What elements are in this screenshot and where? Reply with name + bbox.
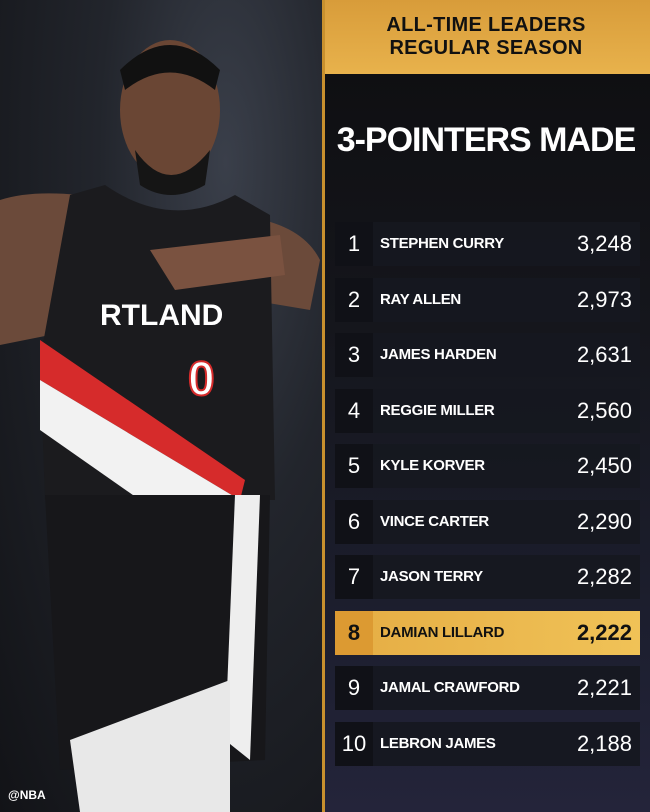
three-pointers-value: 2,282 (576, 564, 632, 589)
three-pointers-value: 3,248 (576, 231, 632, 256)
player-name: LEBRON JAMES (380, 734, 496, 752)
leader-row: 2 RAY ALLEN 2,973 (335, 277, 640, 322)
jersey-text: RTLAND (100, 299, 223, 332)
player-photo: RTLAND 0 @NBA (0, 0, 322, 812)
player-name: STEPHEN CURRY (380, 235, 504, 252)
leaders-panel: ALL-TIME LEADERS REGULAR SEASON 3-POINTE… (322, 0, 650, 812)
three-pointers-value: 2,221 (576, 675, 632, 700)
nba-watermark: @NBA (8, 788, 46, 802)
header-line-2: REGULAR SEASON (389, 37, 583, 59)
leader-row: 9 JAMAL CRAWFORD 2,221 (335, 666, 640, 710)
leader-row: 8 DAMIAN LILLARD 2,222 (335, 610, 640, 655)
player-illustration: RTLAND 0 (0, 40, 320, 812)
player-name: RAY ALLEN (380, 290, 461, 308)
three-pointers-value: 2,560 (576, 397, 632, 423)
gold-divider (322, 0, 325, 812)
player-name: JASON TERRY (380, 568, 483, 585)
rank: 2 (335, 277, 373, 322)
rank: 9 (335, 666, 373, 710)
player-name: VINCE CARTER (380, 512, 489, 530)
leader-row: 10 LEBRON JAMES 2,188 (335, 721, 640, 766)
leader-row: 4 REGGIE MILLER 2,560 (335, 388, 640, 433)
three-pointers-value: 2,973 (576, 286, 632, 312)
rank: 3 (335, 333, 373, 377)
leader-row: 3 JAMES HARDEN 2,631 (335, 333, 640, 377)
leader-row: 5 KYLE KORVER 2,450 (335, 444, 640, 488)
rank: 5 (335, 444, 373, 488)
header-banner: ALL-TIME LEADERS REGULAR SEASON (322, 0, 650, 74)
leader-row: 1 STEPHEN CURRY 3,248 (335, 222, 640, 266)
stat-title: 3-POINTERS MADE (336, 121, 637, 159)
three-pointers-value: 2,188 (576, 730, 632, 756)
rank: 8 (335, 610, 373, 655)
three-pointers-value: 2,450 (576, 453, 632, 478)
leader-row: 6 VINCE CARTER 2,290 (335, 499, 640, 544)
three-pointers-value: 2,222 (576, 619, 632, 645)
rank: 10 (335, 721, 373, 766)
three-pointers-value: 2,290 (576, 508, 632, 534)
three-pointers-value: 2,631 (576, 342, 632, 367)
player-name: DAMIAN LILLARD (380, 623, 505, 641)
rank: 4 (335, 388, 373, 433)
player-name: JAMAL CRAWFORD (380, 679, 520, 696)
player-name: KYLE KORVER (380, 457, 485, 474)
rank: 1 (335, 222, 373, 266)
jersey-number: 0 (188, 353, 215, 406)
player-name: REGGIE MILLER (380, 401, 495, 419)
rank: 6 (335, 499, 373, 544)
leader-row: 7 JASON TERRY 2,282 (335, 555, 640, 599)
header-line-1: ALL-TIME LEADERS (386, 14, 586, 36)
player-name: JAMES HARDEN (380, 346, 497, 363)
rank: 7 (335, 555, 373, 599)
